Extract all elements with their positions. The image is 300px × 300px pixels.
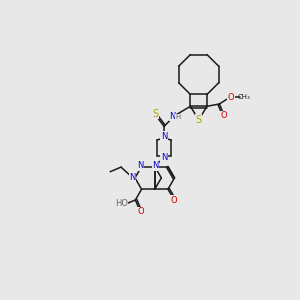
Text: S: S: [152, 109, 159, 119]
Text: HO: HO: [115, 200, 128, 208]
Text: N: N: [161, 132, 167, 141]
Text: N: N: [169, 112, 176, 121]
Text: O: O: [228, 92, 234, 101]
Text: H: H: [176, 114, 181, 120]
Text: N: N: [130, 173, 136, 182]
Text: O: O: [171, 196, 177, 205]
Text: O: O: [221, 111, 227, 120]
Text: N: N: [161, 153, 167, 162]
Text: CH₃: CH₃: [238, 94, 250, 100]
Text: N: N: [152, 161, 159, 170]
Text: N: N: [138, 161, 144, 170]
Text: O: O: [137, 207, 144, 216]
Text: S: S: [196, 115, 202, 125]
